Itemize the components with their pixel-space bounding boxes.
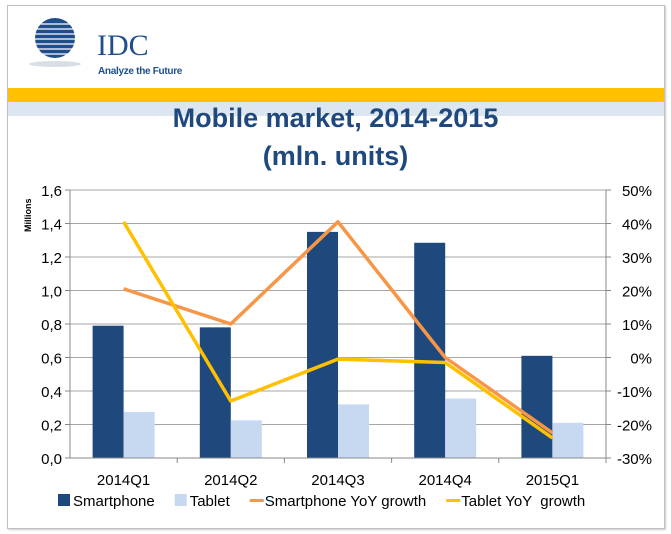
legend-swatch xyxy=(249,499,264,502)
legend-label: Tablet xyxy=(190,493,231,510)
y2-tick-label: 20% xyxy=(622,284,652,301)
y2-tick-label: -10% xyxy=(617,384,652,401)
legend-label: Smartphone xyxy=(73,493,155,510)
blue-band xyxy=(8,102,664,116)
yellow-banner xyxy=(8,88,664,102)
y-tick-label: 1,6 xyxy=(41,183,62,200)
logo-text: IDC xyxy=(97,29,149,62)
y2-tick-label: -20% xyxy=(617,418,652,435)
bar-smartphone xyxy=(307,231,338,458)
x-tick-label: 2015Q1 xyxy=(526,472,579,489)
legend-swatch xyxy=(446,499,461,502)
y-tick-label: 0,6 xyxy=(41,351,62,368)
bar-tablet xyxy=(552,422,584,458)
y-tick-label: 1,2 xyxy=(41,250,62,267)
y-axis-label: Millions xyxy=(23,199,33,233)
y2-tick-label: 50% xyxy=(622,183,652,200)
bar-tablet xyxy=(230,420,262,458)
y2-tick-label: -30% xyxy=(617,451,652,468)
y2-tick-label: 40% xyxy=(622,217,652,234)
bar-smartphone xyxy=(521,355,553,458)
legend-label: Smartphone YoY growth xyxy=(265,493,427,510)
x-tick-label: 2014Q1 xyxy=(97,472,150,489)
x-tick-label: 2014Q2 xyxy=(204,472,257,489)
y-tick-label: 0,2 xyxy=(41,418,62,435)
bar-smartphone xyxy=(92,325,124,458)
y2-tick-label: 0% xyxy=(630,351,652,368)
x-tick-label: 2014Q3 xyxy=(311,472,364,489)
y2-tick-label: 10% xyxy=(622,317,652,334)
logo-tagline: Analyze the Future xyxy=(98,66,183,77)
y-tick-label: 0,4 xyxy=(41,384,62,401)
y-tick-label: 1,0 xyxy=(41,284,62,301)
line-smartphone-yoy-growth xyxy=(123,220,554,435)
chart-card xyxy=(7,5,665,529)
bar-tablet xyxy=(338,404,369,458)
y-tick-label: 0,0 xyxy=(41,451,62,468)
legend-label: Tablet YoY growth xyxy=(461,493,585,510)
x-tick-label: 2014Q4 xyxy=(419,472,472,489)
globe-icon xyxy=(25,18,85,67)
chart-subtitle: (mln. units) xyxy=(262,141,409,171)
bar-tablet xyxy=(445,398,477,458)
chart-title: Mobile market, 2014-2015 xyxy=(172,103,499,133)
legend-swatch xyxy=(58,494,70,506)
y2-tick-label: 30% xyxy=(622,250,652,267)
line-tablet-yoy-growth xyxy=(122,220,554,440)
y-tick-label: 1,4 xyxy=(41,217,62,234)
y-tick-label: 0,8 xyxy=(41,317,62,334)
bar-tablet xyxy=(123,411,155,458)
legend-swatch xyxy=(174,494,187,506)
idc-logo: IDC Analyze the Future xyxy=(25,16,182,80)
